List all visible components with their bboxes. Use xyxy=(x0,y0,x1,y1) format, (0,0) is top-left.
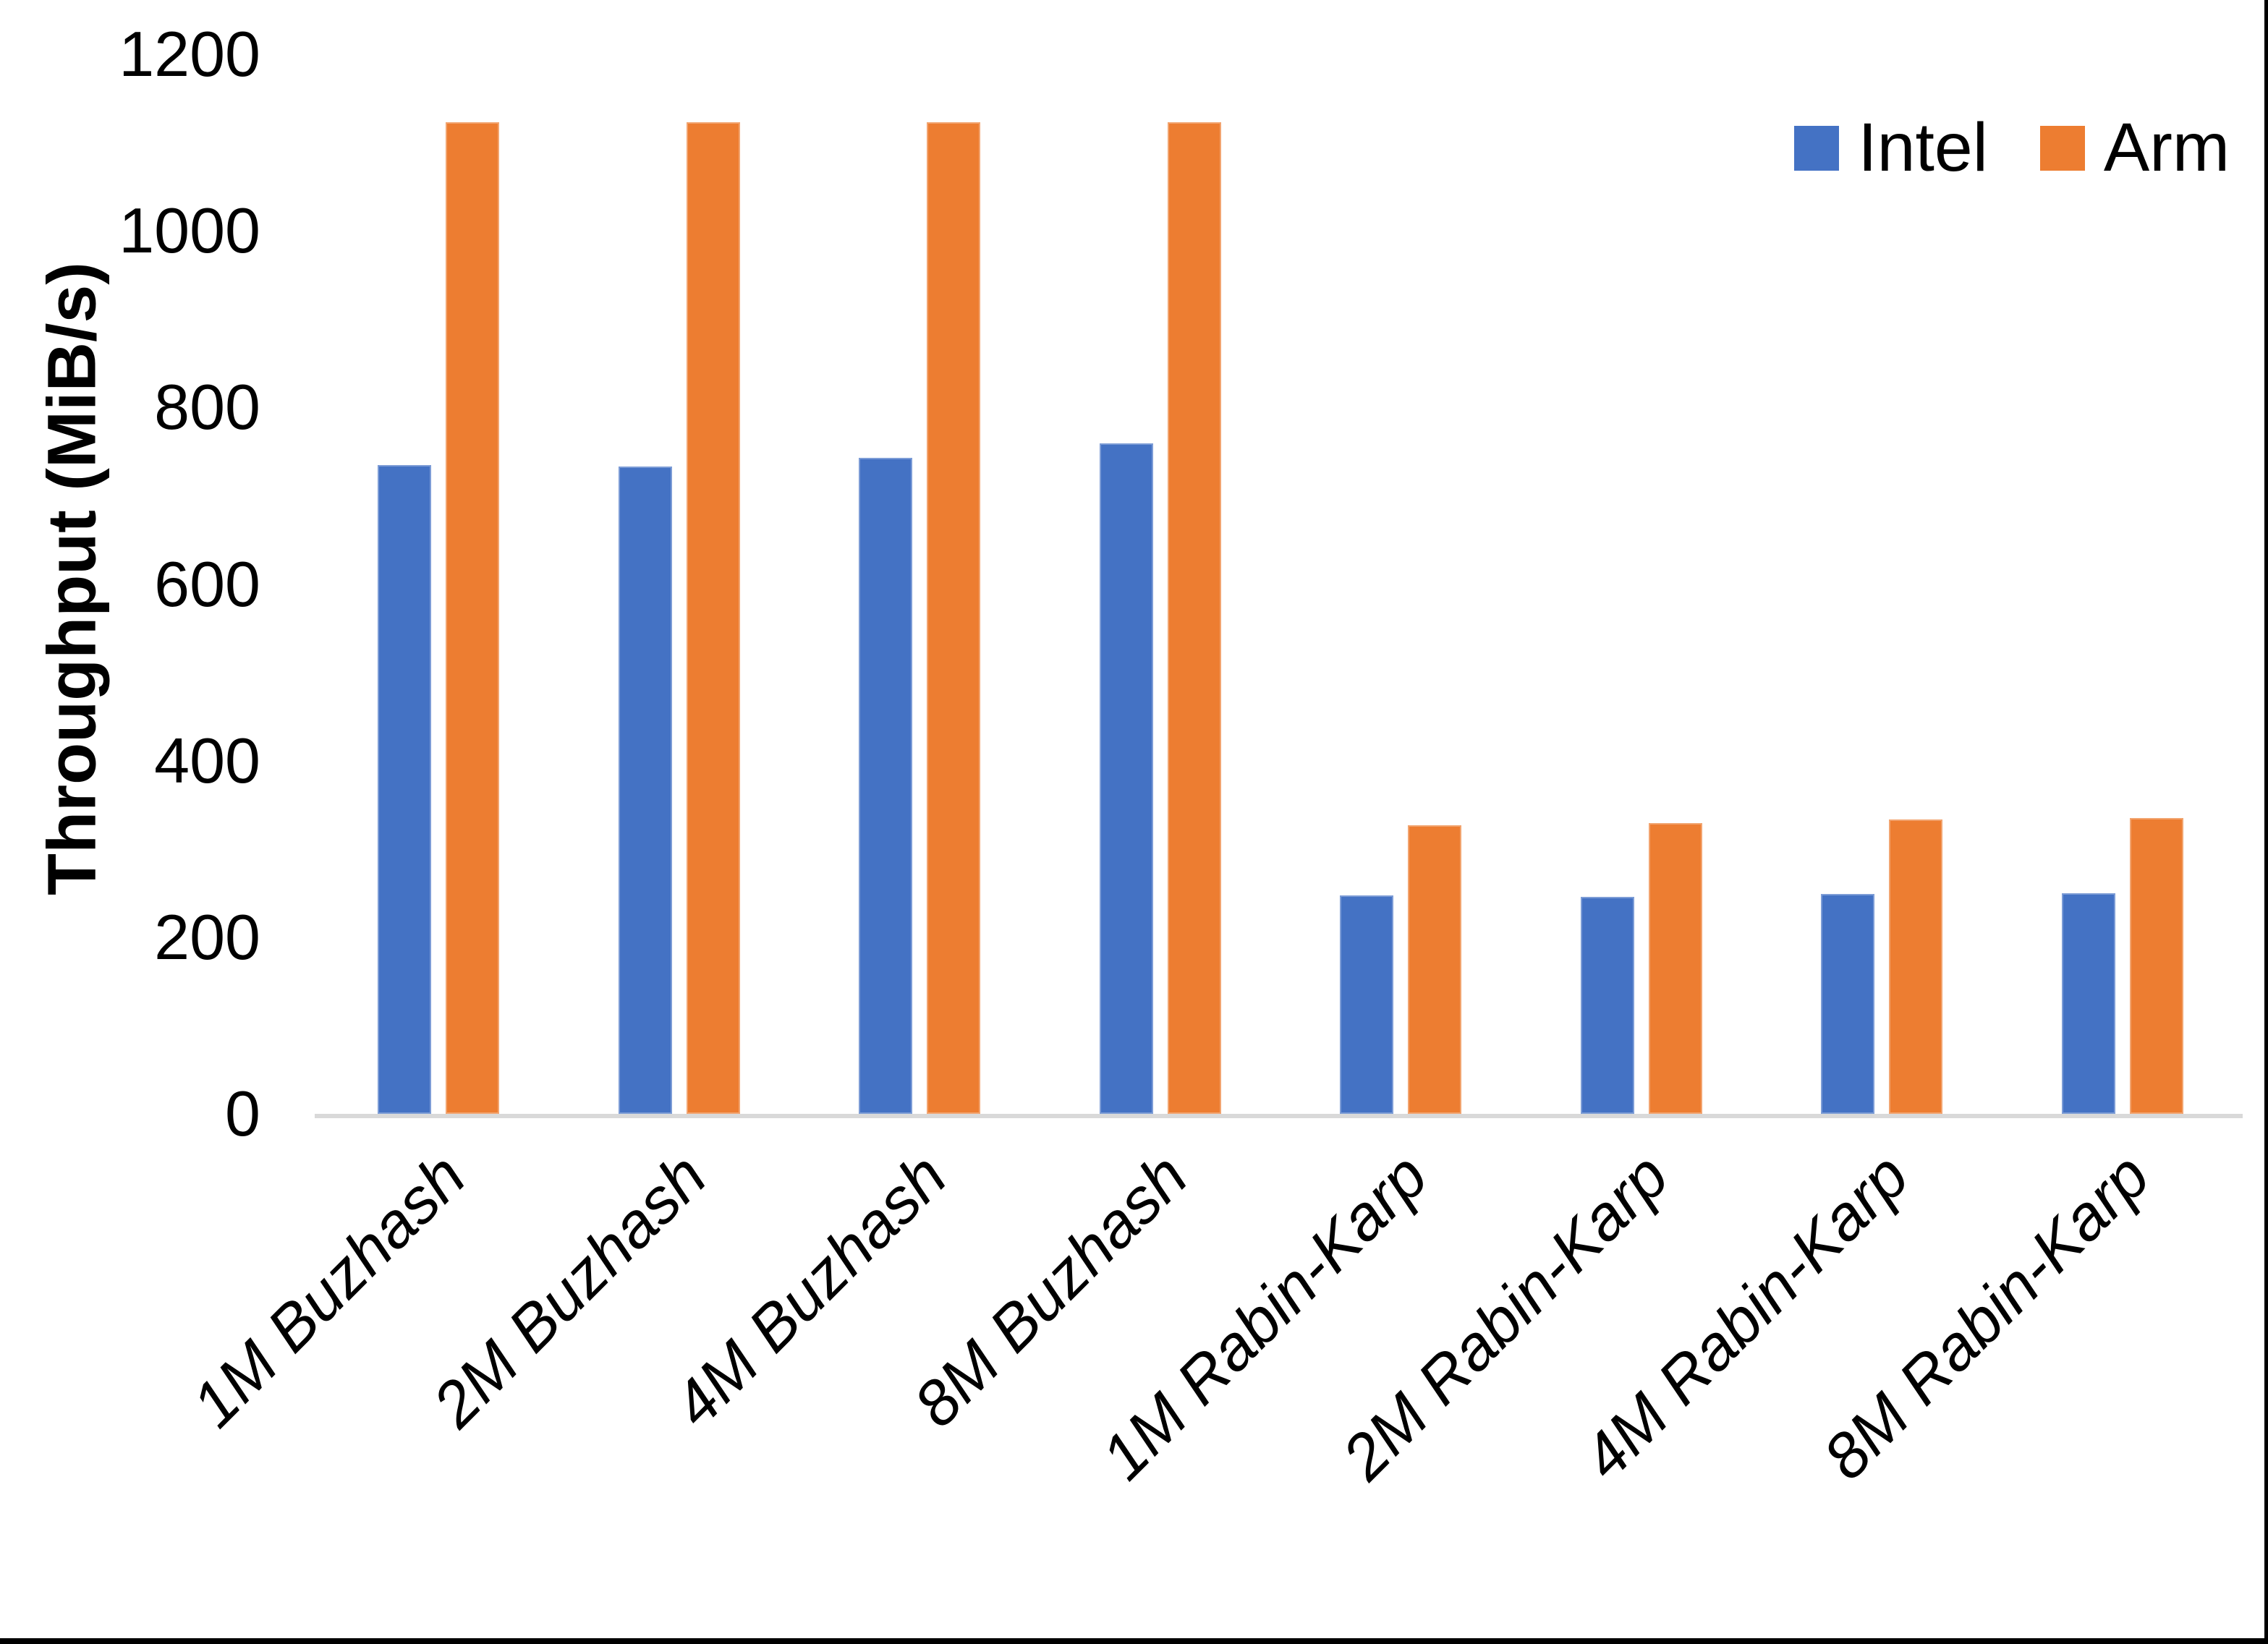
bar-arm-3 xyxy=(927,122,981,1114)
legend-item-arm: Arm xyxy=(2039,108,2230,187)
bar-arm-2 xyxy=(686,122,740,1114)
bar-intel-6 xyxy=(1580,896,1634,1114)
legend-swatch-arm xyxy=(2039,125,2085,171)
bar-arm-8 xyxy=(2129,818,2183,1114)
legend-swatch-intel xyxy=(1794,125,1840,171)
bar-arm-7 xyxy=(1889,819,1943,1114)
legend-item-intel: Intel xyxy=(1794,108,1988,187)
bar-intel-2 xyxy=(618,467,672,1114)
bar-arm-1 xyxy=(446,122,500,1114)
y-tick-label: 1000 xyxy=(119,195,260,267)
bar-intel-8 xyxy=(2061,893,2115,1114)
y-tick-label: 400 xyxy=(154,724,260,796)
bar-intel-7 xyxy=(1821,894,1875,1114)
bar-arm-6 xyxy=(1648,823,1702,1114)
bar-intel-1 xyxy=(378,464,432,1114)
bar-intel-4 xyxy=(1099,443,1153,1114)
bar-intel-3 xyxy=(859,457,913,1114)
y-tick-label: 0 xyxy=(225,1078,260,1149)
y-tick-label: 800 xyxy=(154,371,260,443)
bar-arm-5 xyxy=(1408,825,1462,1114)
x-axis-line xyxy=(315,1114,2243,1118)
y-tick-label: 1200 xyxy=(119,18,260,90)
bar-intel-5 xyxy=(1340,895,1394,1114)
legend-label: Arm xyxy=(2103,109,2230,186)
legend-label: Intel xyxy=(1858,109,1988,186)
bar-arm-4 xyxy=(1167,122,1221,1114)
legend: Intel Arm xyxy=(1794,108,2230,187)
y-tick-label: 600 xyxy=(154,548,260,620)
y-tick-label: 200 xyxy=(154,900,260,973)
